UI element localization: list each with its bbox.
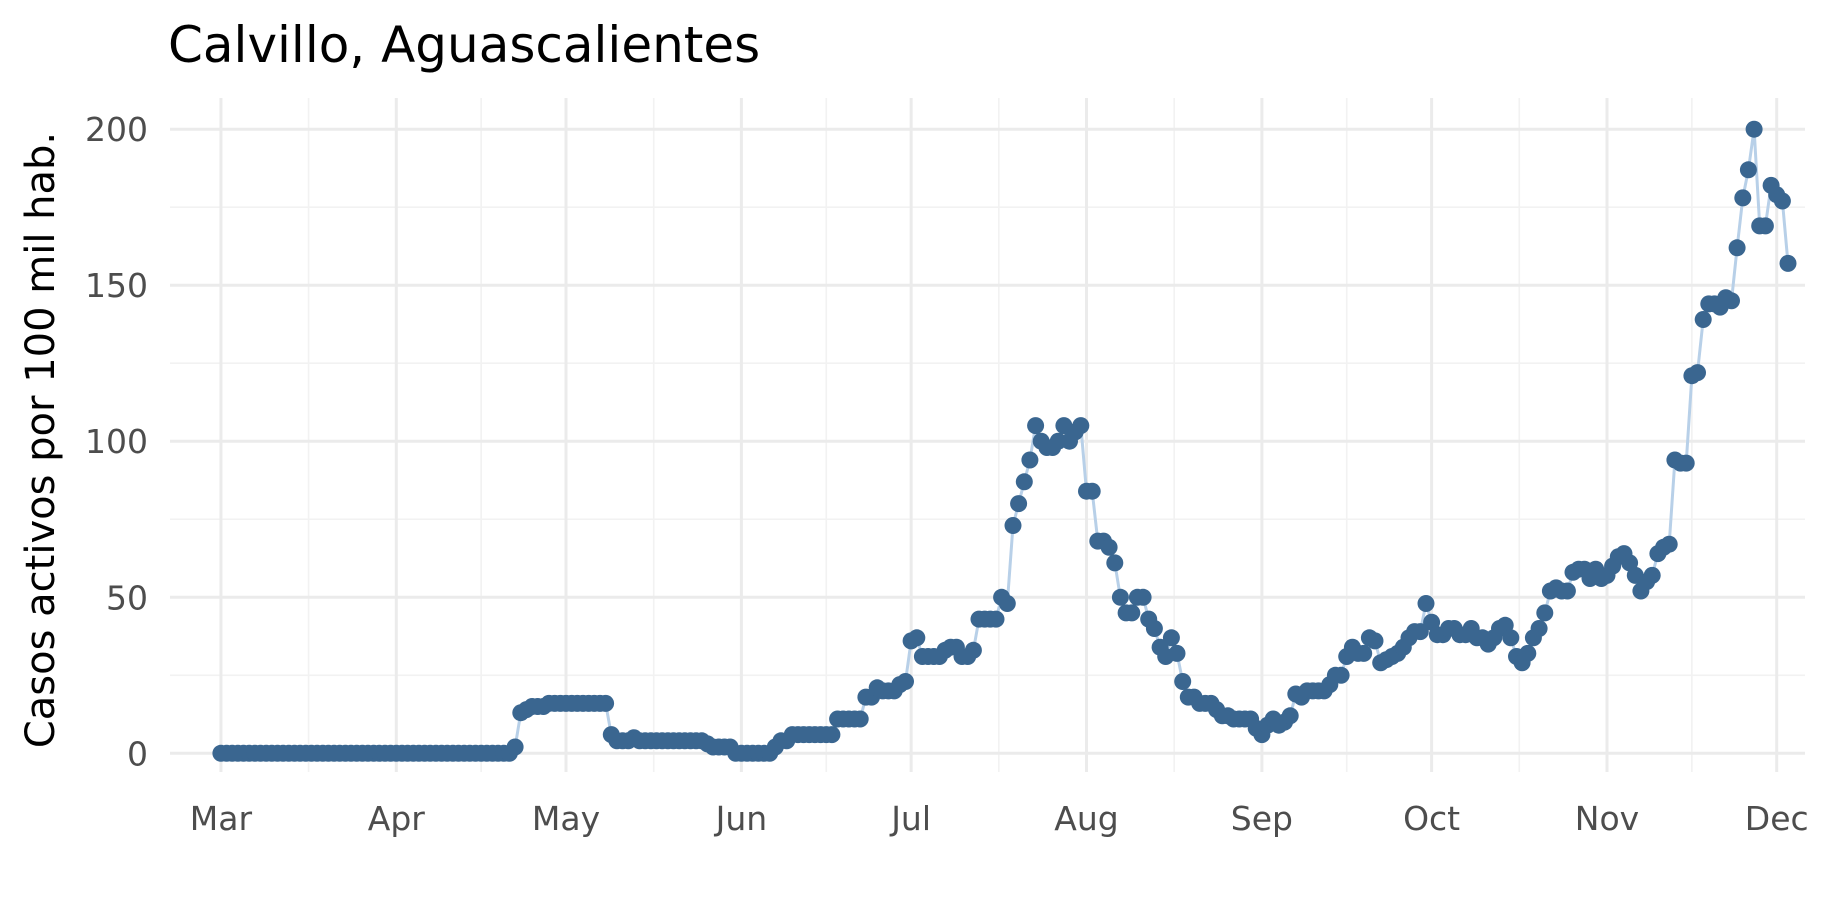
grid: [170, 98, 1805, 772]
data-point: [1502, 629, 1520, 647]
data-point: [1734, 189, 1752, 207]
y-tick-label: 200: [85, 110, 148, 149]
data-point: [1558, 582, 1576, 600]
data-point: [597, 694, 615, 712]
chart-title: Calvillo, Aguascalientes: [168, 16, 760, 74]
y-axis-label: Casos activos por 100 mil hab.: [18, 132, 64, 748]
data-point: [1677, 454, 1695, 472]
data-point: [1174, 673, 1192, 690]
data-point: [1355, 644, 1373, 662]
data-point: [1332, 666, 1350, 684]
data-point: [1134, 588, 1152, 606]
x-tick-label: Dec: [1745, 799, 1809, 838]
data-point: [998, 595, 1016, 612]
data-point: [1010, 495, 1028, 513]
data-point: [1111, 588, 1129, 606]
series-points: [212, 120, 1797, 762]
data-point: [1739, 161, 1757, 179]
x-axis-ticks: Mar Apr May Jun Jul Aug Sep Oct Nov Dec: [190, 799, 1809, 838]
y-tick-label: 0: [127, 734, 148, 773]
data-point: [1027, 417, 1045, 435]
data-point: [987, 610, 1005, 628]
data-point: [1643, 566, 1661, 584]
data-point: [897, 673, 914, 690]
data-point: [1162, 629, 1180, 647]
data-point: [1123, 604, 1141, 622]
data-point: [1728, 239, 1746, 257]
data-point: [1773, 192, 1791, 210]
y-tick-label: 150: [85, 266, 148, 305]
data-point: [1779, 254, 1797, 272]
x-tick-label: Apr: [368, 799, 426, 838]
y-tick-label: 50: [106, 578, 148, 617]
data-point: [1083, 482, 1101, 500]
data-point: [1519, 644, 1537, 662]
data-point: [1689, 364, 1706, 382]
data-point: [1536, 604, 1554, 622]
data-point: [823, 726, 841, 744]
data-point: [851, 710, 869, 728]
data-point: [908, 629, 926, 647]
data-point: [1723, 292, 1740, 310]
y-axis-ticks: 0 50 100 150 200: [85, 110, 148, 773]
x-tick-label: Aug: [1054, 799, 1118, 838]
data-point: [1756, 217, 1774, 235]
data-point: [1015, 473, 1033, 491]
data-point: [1106, 554, 1124, 572]
data-point: [1100, 538, 1118, 556]
x-tick-label: Sep: [1231, 799, 1293, 838]
x-tick-label: Oct: [1403, 799, 1460, 838]
data-point: [1411, 623, 1429, 641]
y-tick-label: 100: [85, 422, 148, 461]
data-point: [1281, 707, 1299, 725]
x-tick-label: Nov: [1575, 799, 1639, 838]
data-point: [506, 738, 524, 756]
data-point: [1168, 644, 1186, 662]
data-point: [1366, 632, 1384, 650]
data-point: [964, 641, 982, 659]
x-tick-label: Jul: [889, 799, 931, 838]
x-tick-label: Mar: [190, 799, 253, 838]
x-tick-label: Jun: [714, 799, 768, 838]
data-point: [1072, 417, 1090, 435]
data-point: [1745, 120, 1763, 138]
x-tick-label: May: [532, 799, 600, 838]
data-point: [1530, 620, 1548, 637]
data-point: [1145, 620, 1163, 637]
data-point: [1660, 535, 1678, 553]
data-point: [1694, 311, 1712, 328]
data-point: [1417, 595, 1435, 612]
data-point: [1004, 517, 1022, 534]
data-point: [1021, 451, 1039, 469]
